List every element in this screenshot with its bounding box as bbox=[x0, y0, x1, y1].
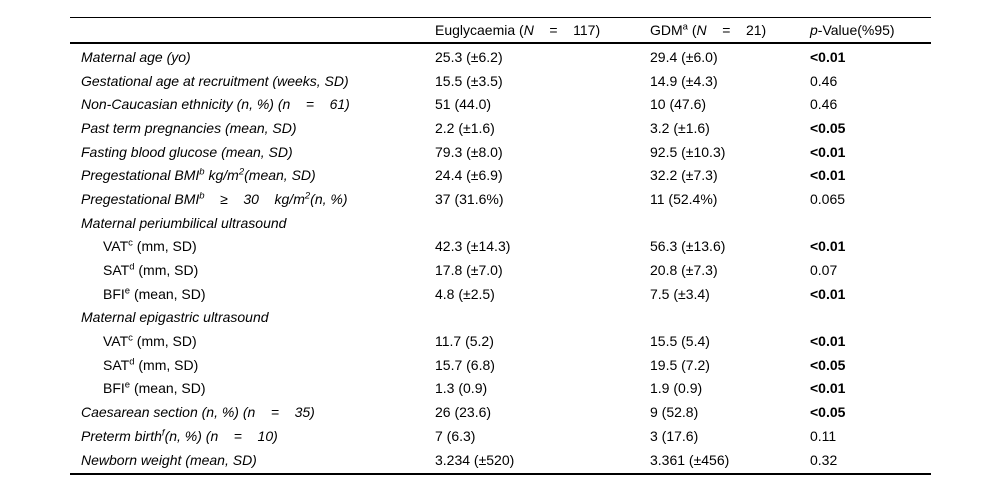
table-header-row: Euglycaemia (N = 117) GDMa (N = 21) p-Va… bbox=[70, 17, 931, 44]
gdm-value: 3.361 (±456) bbox=[650, 451, 730, 468]
p-value: <0.05 bbox=[810, 356, 846, 373]
row-label: Maternal age (yo) bbox=[81, 48, 191, 65]
euglycaemia-value: 51 (44.0) bbox=[435, 96, 492, 113]
header-gdm: GDMa (N = 21) bbox=[650, 21, 767, 38]
table-section-row: Maternal epigastric ultrasound bbox=[70, 306, 931, 330]
row-label: SATd (mm, SD) bbox=[103, 261, 199, 279]
euglycaemia-value: 7 (6.3) bbox=[435, 427, 476, 444]
row-label: Newborn weight (mean, SD) bbox=[81, 451, 257, 468]
euglycaemia-value: 42.3 (±14.3) bbox=[435, 238, 511, 255]
gdm-value: 11 (52.4%) bbox=[650, 190, 718, 207]
p-value: <0.05 bbox=[810, 119, 846, 136]
row-label: Preterm birthf(n, %) (n = 10) bbox=[81, 427, 278, 444]
p-value: <0.01 bbox=[810, 48, 846, 65]
row-label: Fasting blood glucose (mean, SD) bbox=[81, 143, 293, 160]
row-label: Past term pregnancies (mean, SD) bbox=[81, 119, 297, 136]
gdm-value: 14.9 (±4.3) bbox=[650, 72, 718, 89]
gdm-value: 56.3 (±13.6) bbox=[650, 238, 726, 255]
row-label: SATd (mm, SD) bbox=[103, 356, 199, 373]
table-row: Maternal age (yo) 25.3 (±6.2) 29.4 (±6.0) <… bbox=[70, 45, 931, 69]
p-value: 0.07 bbox=[810, 262, 838, 279]
euglycaemia-value: 4.8 (±2.5) bbox=[435, 285, 495, 302]
gdm-value: 7.5 (±3.4) bbox=[650, 285, 710, 302]
gdm-value: 3.2 (±1.6) bbox=[650, 119, 710, 136]
table-section-row: Maternal periumbilical ultrasound bbox=[70, 211, 931, 235]
p-value: <0.05 bbox=[810, 404, 846, 421]
euglycaemia-value: 26 (23.6) bbox=[435, 404, 492, 421]
p-value: 0.065 bbox=[810, 190, 846, 207]
table-row: VATc (mm, SD) 11.7 (5.2) 15.5 (5.4) <0.01 bbox=[70, 329, 931, 353]
euglycaemia-value: 25.3 (±6.2) bbox=[435, 48, 503, 65]
p-value: <0.01 bbox=[810, 238, 846, 255]
row-label: Pregestational BMIb ≥ 30 kg/m2(n, %) bbox=[81, 190, 348, 207]
clinical-characteristics-table: Euglycaemia (N = 117) GDMa (N = 21) p-Va… bbox=[70, 17, 931, 476]
table-row: Gestational age at recruitment (weeks, S… bbox=[70, 69, 931, 93]
table-row: VATc (mm, SD) 42.3 (±14.3) 56.3 (±13.6) <0.… bbox=[70, 235, 931, 259]
gdm-value: 9 (52.8) bbox=[650, 404, 699, 421]
euglycaemia-value: 11.7 (5.2) bbox=[435, 333, 494, 350]
header-p-value: p-Value(%95) bbox=[810, 22, 895, 38]
p-value: 0.46 bbox=[810, 72, 838, 89]
gdm-value: 29.4 (±6.0) bbox=[650, 48, 718, 65]
table-row: SATd (mm, SD) 15.7 (6.8) 19.5 (7.2) <0.05 bbox=[70, 353, 931, 377]
euglycaemia-value: 15.7 (6.8) bbox=[435, 356, 495, 373]
p-value: <0.01 bbox=[810, 285, 846, 302]
p-value: <0.01 bbox=[810, 167, 846, 184]
header-euglycaemia: Euglycaemia (N = 117) bbox=[435, 22, 601, 38]
euglycaemia-value: 37 (31.6%) bbox=[435, 190, 504, 207]
gdm-value: 10 (47.6) bbox=[650, 96, 707, 113]
row-label: BFIe (mean, SD) bbox=[103, 285, 206, 302]
p-value: <0.01 bbox=[810, 333, 846, 350]
row-label: BFIe (mean, SD) bbox=[103, 379, 206, 397]
row-label: Maternal periumbilical ultrasound bbox=[81, 214, 287, 231]
p-value: 0.46 bbox=[810, 96, 838, 113]
row-label: VATc (mm, SD) bbox=[103, 237, 197, 255]
table-row: Pregestational BMIb ≥ 30 kg/m2(n, %) 37 (… bbox=[70, 187, 931, 211]
gdm-value: 20.8 (±7.3) bbox=[650, 262, 718, 279]
gdm-value: 92.5 (±10.3) bbox=[650, 143, 726, 160]
euglycaemia-value: 3.234 (±520) bbox=[435, 451, 515, 468]
p-value: 0.32 bbox=[810, 451, 838, 468]
p-value: 0.11 bbox=[810, 427, 837, 444]
gdm-value: 15.5 (5.4) bbox=[650, 333, 710, 350]
table-row: BFIe (mean, SD) 1.3 (0.9) 1.9 (0.9) <0.01 bbox=[70, 377, 931, 401]
table-row: Newborn weight (mean, SD) 3.234 (±520) 3.3… bbox=[70, 448, 931, 472]
table-row: Past term pregnancies (mean, SD) 2.2 (±1.… bbox=[70, 116, 931, 140]
row-label: VATc (mm, SD) bbox=[103, 332, 197, 350]
euglycaemia-value: 24.4 (±6.9) bbox=[435, 167, 503, 184]
p-value: <0.01 bbox=[810, 380, 846, 397]
euglycaemia-value: 79.3 (±8.0) bbox=[435, 143, 503, 160]
p-value: <0.01 bbox=[810, 143, 846, 160]
table-row: Non-Caucasian ethnicity (n, %) (n = 61) 5… bbox=[70, 92, 931, 116]
table-row: Preterm birthf(n, %) (n = 10) 7 (6.3) 3 (1… bbox=[70, 424, 931, 448]
row-label: Non-Caucasian ethnicity (n, %) (n = 61) bbox=[81, 96, 350, 113]
euglycaemia-value: 15.5 (±3.5) bbox=[435, 72, 503, 89]
table-row: Pregestational BMIb kg/m2(mean, SD) 24.4 … bbox=[70, 163, 931, 187]
table-row: Fasting blood glucose (mean, SD) 79.3 (±8… bbox=[70, 140, 931, 164]
gdm-value: 32.2 (±7.3) bbox=[650, 167, 718, 184]
euglycaemia-value: 1.3 (0.9) bbox=[435, 380, 488, 397]
gdm-value: 3 (17.6) bbox=[650, 427, 699, 444]
euglycaemia-value: 17.8 (±7.0) bbox=[435, 262, 503, 279]
euglycaemia-value: 2.2 (±1.6) bbox=[435, 119, 495, 136]
row-label: Gestational age at recruitment (weeks, S… bbox=[81, 72, 349, 89]
table-row: SATd (mm, SD) 17.8 (±7.0) 20.8 (±7.3) 0.07 bbox=[70, 258, 931, 282]
row-label: Caesarean section (n, %) (n = 35) bbox=[81, 404, 315, 421]
table-body: Maternal age (yo) 25.3 (±6.2) 29.4 (±6.0) <… bbox=[70, 44, 931, 476]
row-label: Pregestational BMIb kg/m2(mean, SD) bbox=[81, 166, 316, 184]
table-row: BFIe (mean, SD) 4.8 (±2.5) 7.5 (±3.4) <0.01 bbox=[70, 282, 931, 306]
row-label: Maternal epigastric ultrasound bbox=[81, 309, 269, 326]
gdm-value: 19.5 (7.2) bbox=[650, 356, 710, 373]
table-row: Caesarean section (n, %) (n = 35) 26 (23.… bbox=[70, 400, 931, 424]
gdm-value: 1.9 (0.9) bbox=[650, 380, 703, 397]
